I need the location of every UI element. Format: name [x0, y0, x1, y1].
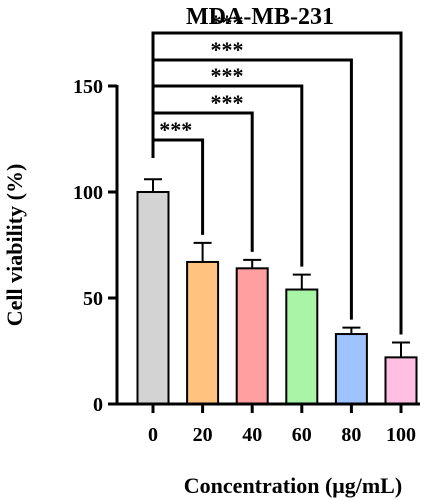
x-tick-label-60: 60: [292, 424, 312, 446]
significance-label-40: ***: [211, 90, 244, 115]
bar-100: [384, 356, 418, 405]
x-axis-label: Concentration (μg/mL): [184, 473, 402, 498]
y-tick-label-100: 100: [73, 182, 103, 204]
x-tick-label-20: 20: [193, 424, 213, 446]
bar-40: [235, 267, 269, 405]
x-tick-label-100: 100: [386, 424, 416, 446]
axes-group: 0 50 100 150 0 20 40 60 80 100: [73, 76, 420, 446]
y-tick-label-150: 150: [73, 76, 103, 98]
chart-title: MDA-MB-231: [186, 4, 334, 30]
bar-80: [334, 333, 368, 406]
x-tick-label-40: 40: [242, 424, 262, 446]
significance-bracket-100: [151, 31, 403, 335]
y-tick-label-0: 0: [93, 394, 103, 416]
significance-label-20: ***: [159, 117, 192, 142]
bars-group: [136, 191, 418, 406]
y-tick-label-50: 50: [83, 288, 103, 310]
y-axis-label: Cell viability (%): [2, 164, 27, 327]
error-bars-group: [144, 178, 410, 358]
significance-label-80: ***: [211, 37, 244, 62]
x-tick-label-80: 80: [341, 424, 361, 446]
x-tick-label-0: 0: [148, 424, 158, 446]
significance-label-100: ***: [211, 10, 244, 35]
significance-brackets-group: ***************: [151, 10, 403, 335]
bar-0: [136, 191, 170, 405]
bar-20: [186, 260, 220, 405]
significance-label-60: ***: [211, 63, 244, 88]
bar-60: [285, 288, 319, 405]
